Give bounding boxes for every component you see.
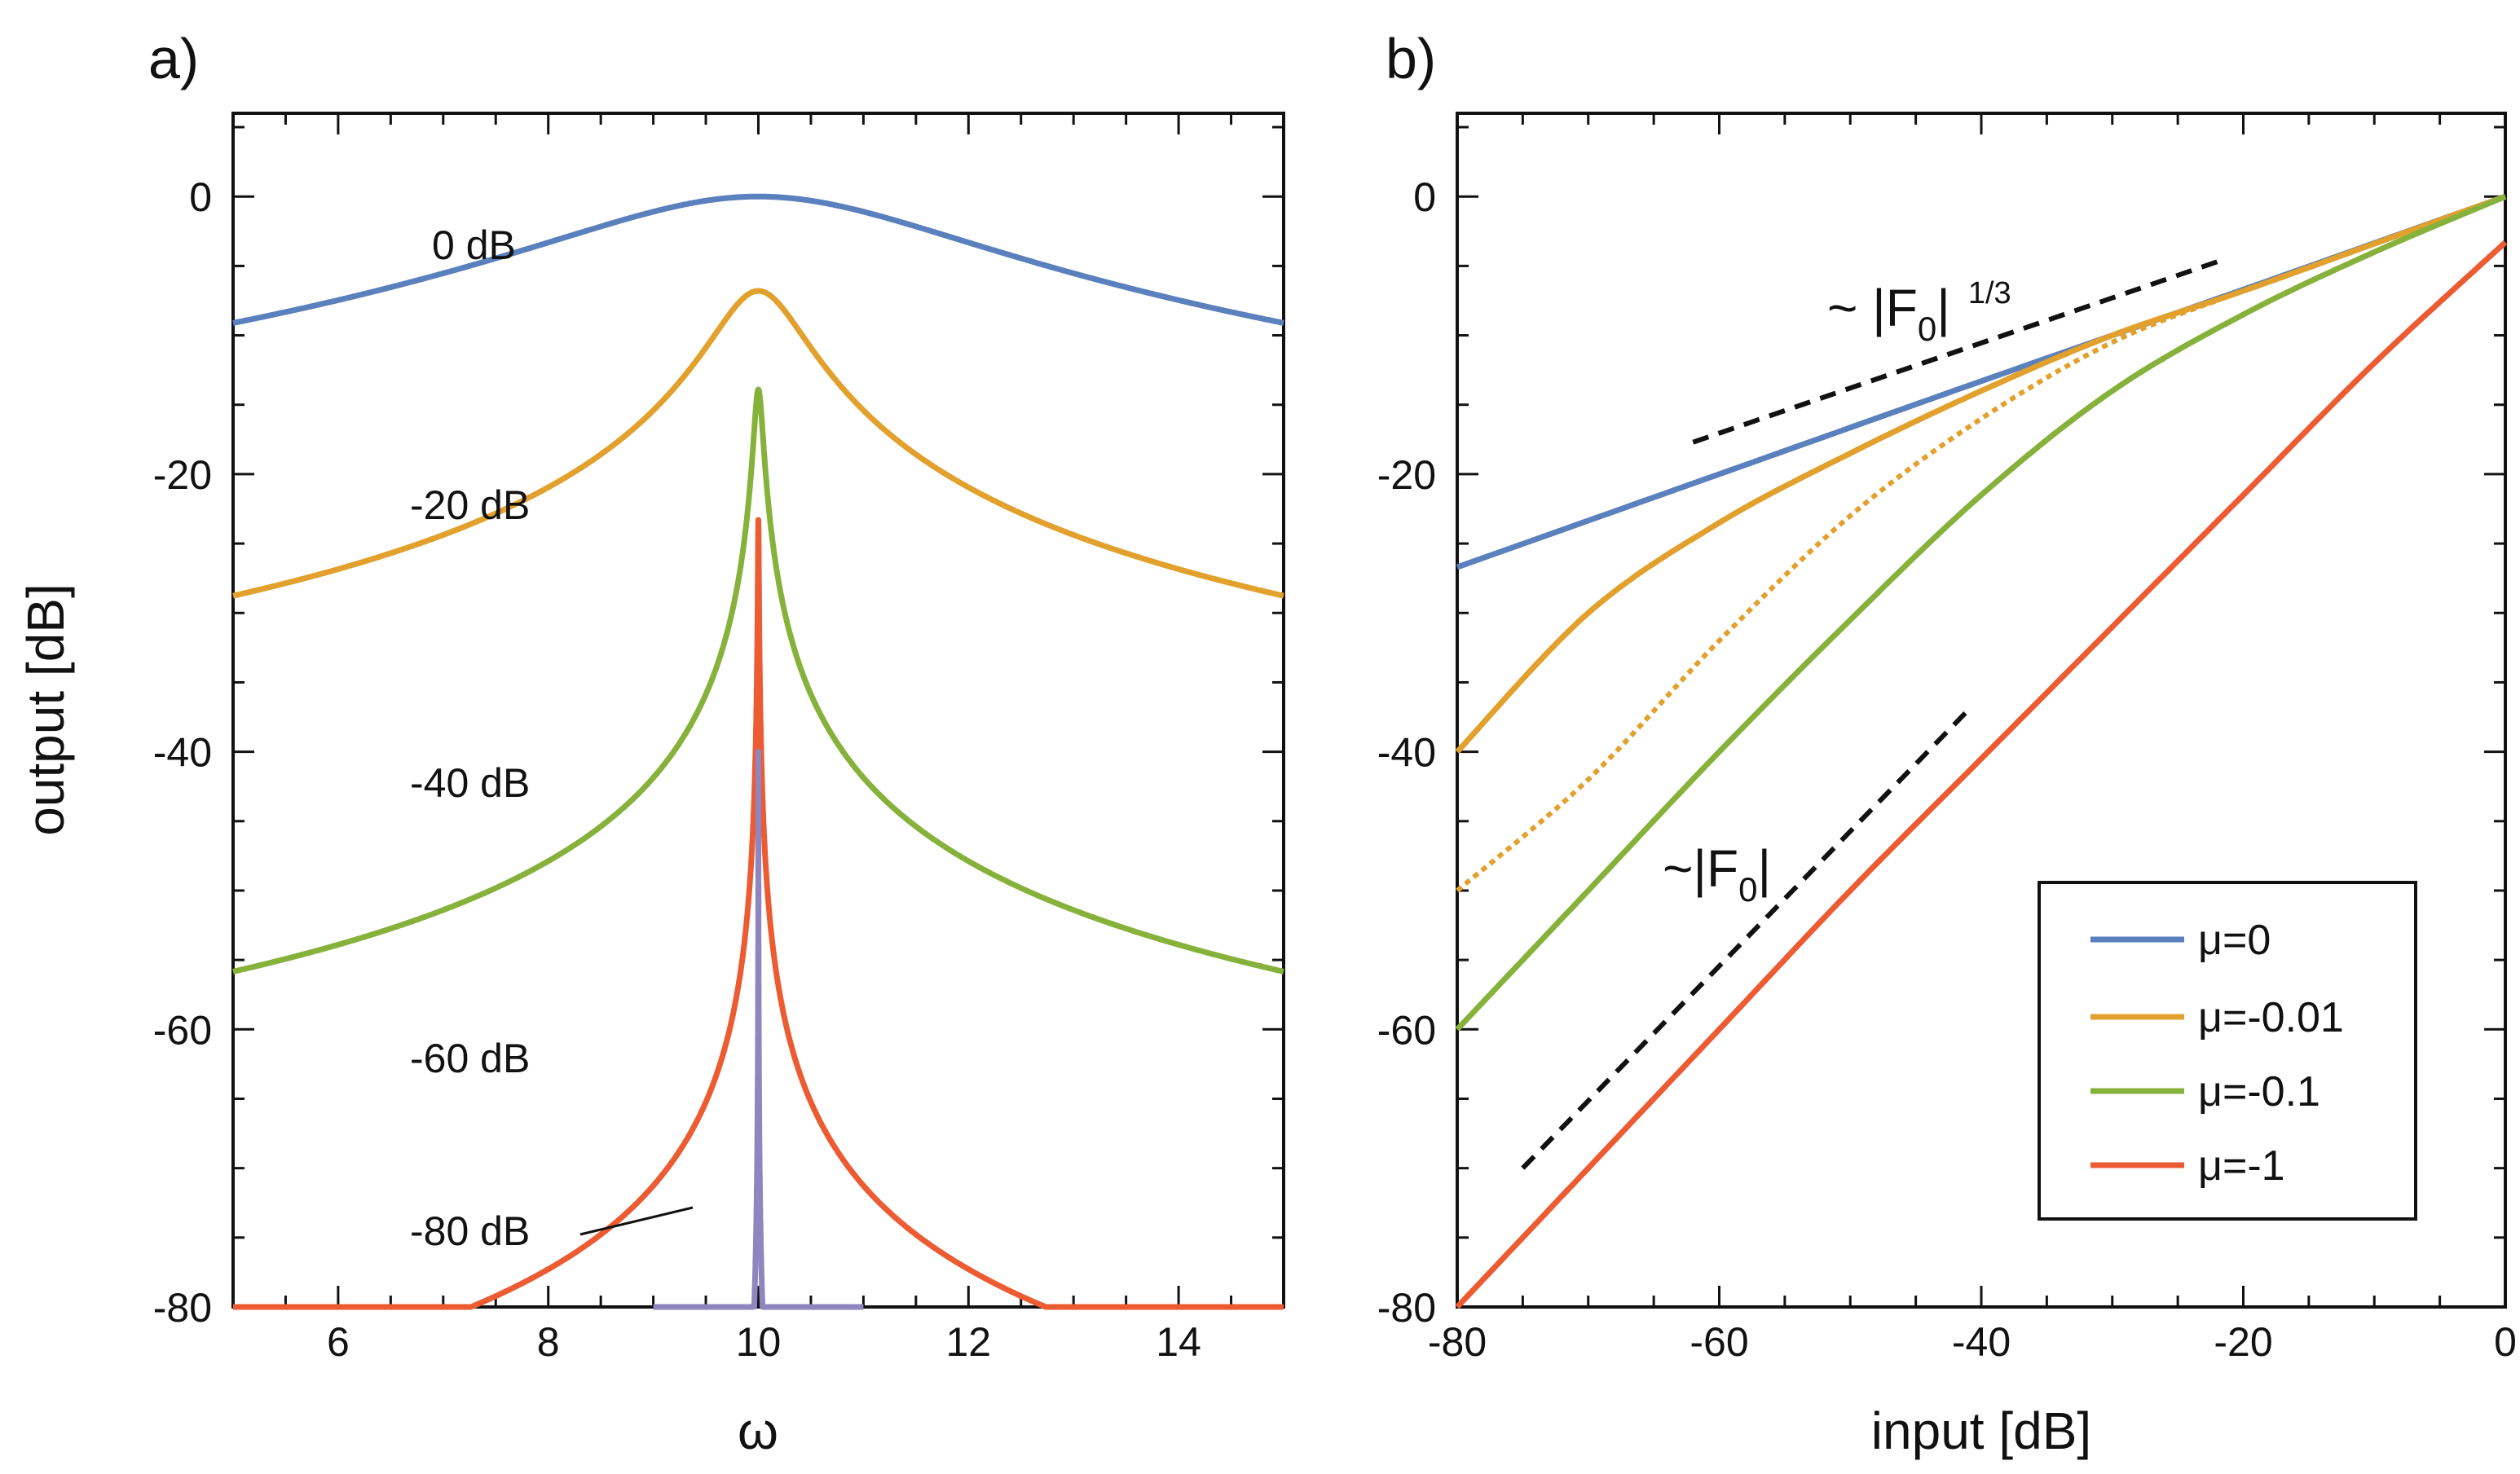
guides-b xyxy=(1521,259,2218,1170)
legend-label-mu001: μ=-0.01 xyxy=(2198,994,2344,1041)
legend: μ=0 μ=-0.01 μ=-0.1 μ=-1 xyxy=(2038,881,2417,1221)
chart-panel-a: 6 8 10 12 14 0 -20 -40 -60 -80 0 dB -20 dB -40 dB… xyxy=(16,112,1285,1460)
panel-label-b: b) xyxy=(1386,27,1436,90)
curve-label-minus80db: -80 dB xyxy=(410,1208,530,1254)
guide-label-cube-root-base: ~ |F xyxy=(1827,279,1918,337)
y-axis-title-a: output [dB] xyxy=(16,583,75,836)
a-y-tick-label: -60 xyxy=(153,1007,212,1053)
a-x-tick-label: 12 xyxy=(945,1319,991,1365)
curves-b xyxy=(1455,193,2508,1309)
guide-label-linear: ~|F0| xyxy=(1663,839,1771,909)
b-x-tick-label: 0 xyxy=(2494,1319,2517,1365)
b-y-tick-label: -40 xyxy=(1377,730,1436,776)
ticks-a: 6 8 10 12 14 0 -20 -40 -60 -80 xyxy=(153,113,1285,1365)
a-x-tick-label: 14 xyxy=(1156,1319,1201,1365)
ticks-b: -80 -60 -40 -20 0 0 -20 -40 -60 -80 xyxy=(1377,113,2517,1365)
curve-a-minus80-db xyxy=(650,749,866,1310)
guide-label-cube-root: ~ |F0| 1/3 xyxy=(1827,276,2011,348)
curve-b-mu-minus0-01-dotted xyxy=(1456,194,2507,893)
chart-panel-b: -80 -60 -40 -20 00-20-40-60-80 ~ |F0| 1/3 ~|F… xyxy=(1377,112,2517,1460)
b-x-tick-label: -40 xyxy=(1952,1319,2011,1365)
curve-label-minus40db: -40 dB xyxy=(410,760,530,806)
a-y-tick-label: -80 xyxy=(153,1285,212,1331)
x-axis-title-b: input [dB] xyxy=(1871,1401,2091,1460)
a-x-tick-label: 6 xyxy=(327,1319,350,1365)
b-x-tick-label: -80 xyxy=(1428,1319,1487,1365)
legend-label-mu0: μ=0 xyxy=(2198,917,2271,964)
a-y-tick-label: -40 xyxy=(153,730,212,776)
panel-label-a: a) xyxy=(148,27,199,90)
curve-label-minus20db: -20 dB xyxy=(410,482,530,528)
guide-label-linear-sub: 0 xyxy=(1738,870,1757,909)
curve-label-0db: 0 dB xyxy=(432,222,516,268)
b-y-tick-label: -20 xyxy=(1377,452,1436,498)
curve-b-mu-minus0-1 xyxy=(1455,193,2507,1032)
guide-label-cube-root-exponent: 1/3 xyxy=(1968,276,2011,310)
guide-label-linear-bar: | xyxy=(1757,839,1771,898)
b-x-tick-label: -20 xyxy=(2214,1319,2272,1365)
guide-line-cube-root xyxy=(1692,259,2218,445)
curve-labels-a: 0 dB -20 dB -40 dB -60 dB -80 dB xyxy=(410,222,694,1254)
leader-line-minus80db xyxy=(579,1206,694,1236)
legend-label-mu1: μ=-1 xyxy=(2198,1142,2285,1190)
b-y-tick-label: -80 xyxy=(1377,1285,1436,1331)
curve-label-minus60db: -60 dB xyxy=(410,1036,530,1081)
b-y-tick-label: -60 xyxy=(1377,1007,1436,1053)
curve-a-0-db xyxy=(232,193,1284,326)
curves-a xyxy=(232,193,1284,1310)
b-x-tick-label: -60 xyxy=(1690,1319,1748,1365)
guide-label-cube-root-sub: 0 xyxy=(1918,310,1936,348)
legend-label-mu01: μ=-0.1 xyxy=(2198,1068,2320,1115)
curve-a-minus40-db xyxy=(232,386,1284,975)
curve-a-minus60-db xyxy=(232,517,1284,1310)
a-x-tick-label: 10 xyxy=(736,1319,782,1365)
a-y-tick-label: -20 xyxy=(153,452,212,498)
a-y-tick-label: 0 xyxy=(189,174,212,220)
a-x-tick-label: 8 xyxy=(537,1319,560,1365)
curve-a-minus20-db xyxy=(232,288,1284,599)
x-axis-title-a: ω xyxy=(738,1401,778,1460)
b-y-tick-label: 0 xyxy=(1413,174,1436,220)
guide-label-cube-root-bar: | xyxy=(1936,279,1950,337)
guide-label-linear-base: ~|F xyxy=(1663,839,1738,898)
curve-b-mu-minus1 xyxy=(1455,240,2508,1309)
